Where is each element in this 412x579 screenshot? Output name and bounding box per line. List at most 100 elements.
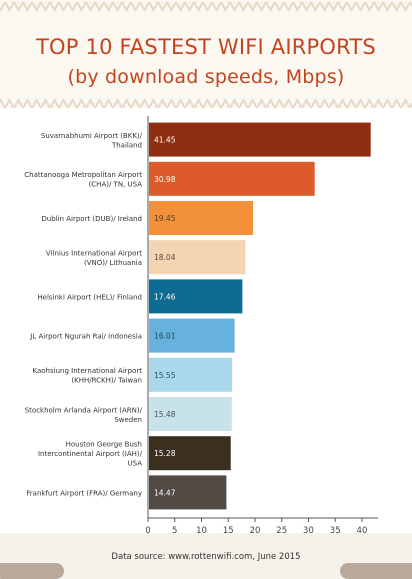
decoration-chevron — [346, 1, 357, 13]
x-tick-label: 5 — [172, 526, 177, 533]
category-label: Suvarnabhumi Airport (BKK)/Thailand — [41, 132, 143, 150]
bar — [149, 318, 235, 353]
decoration-chevron — [238, 1, 249, 13]
decoration-chevron — [247, 1, 258, 13]
decoration-chevron — [337, 97, 348, 109]
decoration-chevron — [211, 1, 222, 13]
bar-value-label: 30.98 — [154, 175, 176, 184]
decoration-chevron — [364, 1, 375, 13]
decoration-chevron — [391, 1, 402, 13]
decoration-chevron — [193, 1, 204, 13]
decoration-chevron — [85, 97, 96, 109]
decoration-chevron — [112, 97, 123, 109]
decoration-chevron — [76, 1, 87, 13]
decoration-chevron — [328, 1, 339, 13]
decoration-chevron — [58, 97, 69, 109]
decoration-chevron — [103, 97, 114, 109]
left-corner-tab — [0, 563, 64, 579]
bar — [149, 201, 254, 235]
top-decorative-border — [0, 1, 412, 13]
decoration-chevron — [157, 1, 168, 13]
decoration-chevron — [202, 1, 213, 13]
decoration-chevron — [247, 97, 258, 109]
decoration-chevron — [274, 97, 285, 109]
decoration-chevron — [274, 1, 285, 13]
x-tick-label: 25 — [276, 526, 287, 533]
bar-value-label: 15.48 — [154, 410, 176, 419]
decoration-chevron — [22, 1, 33, 13]
bar — [149, 475, 227, 510]
chart-subtitle: (by download speeds, Mbps) — [67, 66, 345, 88]
decoration-chevron — [4, 97, 15, 109]
x-tick-label: 30 — [303, 526, 314, 533]
x-tick-label: 0 — [145, 526, 150, 533]
decoration-chevron — [283, 1, 294, 13]
decoration-chevron — [13, 1, 24, 13]
decoration-chevron — [292, 1, 303, 13]
decoration-chevron — [0, 97, 6, 109]
x-tick-label: 20 — [250, 526, 261, 533]
category-label: Dublin Airport (DUB)/ Ireland — [41, 215, 142, 223]
decoration-chevron — [139, 1, 150, 13]
decoration-chevron — [373, 97, 384, 109]
decoration-chevron — [94, 97, 105, 109]
decoration-chevron — [400, 97, 411, 109]
decoration-chevron — [157, 97, 168, 109]
decoration-chevron — [76, 97, 87, 109]
bottom-decorative-border — [0, 97, 412, 109]
decoration-chevron — [364, 97, 375, 109]
category-label: Vilnius International Airport (VNO)/ Lith… — [46, 249, 142, 267]
bar — [149, 436, 231, 471]
x-tick-label: 15 — [223, 526, 234, 533]
chart-area: 0 5 10 15 20 25 30 35 40 41.45 Suvarnabhumi Airpor… — [0, 108, 412, 533]
decoration-chevron — [49, 1, 60, 13]
decoration-chevron — [94, 1, 105, 13]
decoration-chevron — [319, 1, 330, 13]
decoration-chevron — [373, 1, 384, 13]
x-tick-label: 40 — [357, 526, 368, 533]
decoration-chevron — [13, 97, 24, 109]
decoration-chevron — [220, 1, 231, 13]
decoration-chevron — [355, 1, 366, 13]
category-label: Chattanooga Metropolitan Airport (CHA)/ T… — [24, 171, 142, 189]
header: TOP 10 FASTEST WIFI AIRPORTS (by downloa… — [0, 0, 412, 109]
decoration-chevron — [148, 1, 159, 13]
decoration-chevron — [301, 1, 312, 13]
decoration-chevron — [292, 97, 303, 109]
decoration-chevron — [382, 97, 393, 109]
decoration-chevron — [346, 97, 357, 109]
decoration-chevron — [130, 1, 141, 13]
decoration-chevron — [256, 1, 267, 13]
decoration-chevron — [139, 97, 150, 109]
decoration-chevron — [301, 97, 312, 109]
bar-value-label: 19.45 — [154, 214, 176, 223]
decoration-chevron — [112, 1, 123, 13]
decoration-chevron — [400, 1, 411, 13]
decoration-chevron — [31, 1, 42, 13]
decoration-chevron — [319, 97, 330, 109]
bar-value-label: 16.01 — [154, 332, 176, 341]
bar — [149, 357, 233, 392]
bar — [149, 122, 371, 157]
decoration-chevron — [265, 97, 276, 109]
decoration-chevron — [0, 1, 6, 13]
decoration-chevron — [184, 1, 195, 13]
decoration-chevron — [4, 1, 15, 13]
decoration-chevron — [202, 97, 213, 109]
category-label: Kaohsiung International Airport (KHH/RCKH… — [33, 367, 143, 385]
category-label: Frankfurt Airport (FRA)/ Germany — [26, 489, 142, 497]
decoration-chevron — [229, 1, 240, 13]
decoration-chevron — [31, 97, 42, 109]
decoration-chevron — [103, 1, 114, 13]
decoration-chevron — [121, 97, 132, 109]
bar — [149, 279, 243, 314]
decoration-chevron — [67, 1, 78, 13]
decoration-chevron — [58, 1, 69, 13]
decoration-chevron — [310, 1, 321, 13]
decoration-chevron — [49, 97, 60, 109]
decoration-chevron — [130, 97, 141, 109]
data-source-note: Data source: www.rottenwifi.com, June 20… — [111, 552, 301, 562]
category-label: JL Airport Ngurah Rai/ Indonesia — [29, 333, 142, 341]
decoration-chevron — [40, 97, 51, 109]
decoration-chevron — [229, 97, 240, 109]
